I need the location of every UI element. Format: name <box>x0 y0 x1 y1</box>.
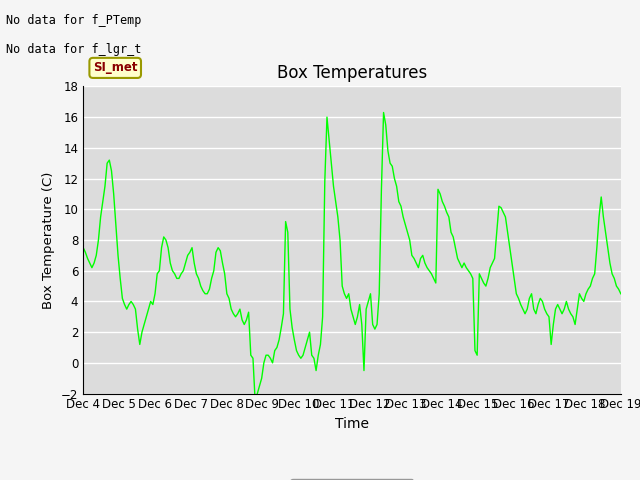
Text: SI_met: SI_met <box>93 61 138 74</box>
Title: Box Temperatures: Box Temperatures <box>277 64 427 82</box>
Y-axis label: Box Temperature (C): Box Temperature (C) <box>42 171 56 309</box>
Text: No data for f_lgr_t: No data for f_lgr_t <box>6 43 142 56</box>
Legend: Tower Air T: Tower Air T <box>291 479 413 480</box>
Text: No data for f_PTemp: No data for f_PTemp <box>6 14 142 27</box>
X-axis label: Time: Time <box>335 417 369 431</box>
